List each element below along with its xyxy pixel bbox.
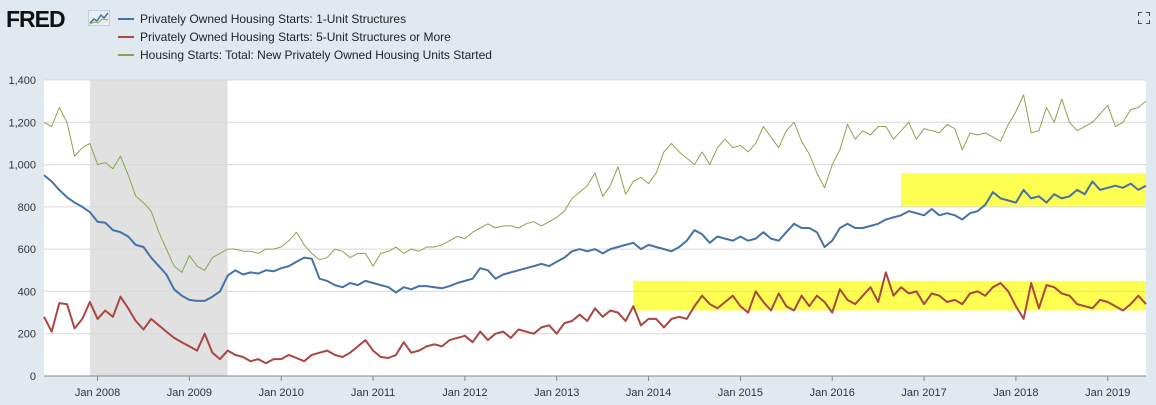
x-tick-label: Jan 2014 (626, 387, 671, 399)
x-tick-label: Jan 2018 (993, 387, 1038, 399)
line-graph-icon (88, 10, 110, 26)
x-tick-label: Jan 2013 (534, 387, 579, 399)
y-tick-label: 1,400 (8, 75, 36, 87)
legend-swatch-total (118, 54, 134, 56)
y-tick-label: 600 (18, 244, 36, 256)
recession-band (89, 80, 228, 376)
x-tick-label: Jan 2016 (810, 387, 855, 399)
x-tick-label: Jan 2009 (167, 387, 212, 399)
x-tick-label: Jan 2019 (1085, 387, 1130, 399)
y-tick-label: 0 (30, 371, 36, 383)
plot-area (44, 80, 1146, 376)
legend-item-5-unit: Privately Owned Housing Starts: 5-Unit S… (118, 28, 492, 46)
series-line-2 (43, 271, 1147, 365)
series-line-3 (43, 94, 1147, 273)
legend-item-1-unit: Privately Owned Housing Starts: 1-Unit S… (118, 10, 492, 28)
legend-label-5-unit: Privately Owned Housing Starts: 5-Unit S… (140, 30, 451, 44)
fred-logo[interactable]: FRED (6, 6, 66, 32)
x-tick-label: Jan 2008 (75, 387, 120, 399)
x-tick-label: Jan 2012 (442, 387, 487, 399)
legend-swatch-1-unit (118, 18, 134, 20)
y-tick-label: 200 (18, 329, 36, 341)
y-tick-label: 800 (18, 202, 36, 214)
y-tick-label: 1,000 (8, 160, 36, 172)
series-line-1 (43, 174, 1147, 302)
y-tick-label: 400 (18, 286, 36, 298)
x-tick-label: Jan 2017 (901, 387, 946, 399)
x-tick-label: Jan 2015 (718, 387, 763, 399)
chart-legend: Privately Owned Housing Starts: 1-Unit S… (118, 10, 492, 64)
legend-label-total: Housing Starts: Total: New Privately Own… (140, 48, 492, 62)
x-tick-label: Jan 2010 (259, 387, 304, 399)
y-tick-label: 1,200 (8, 117, 36, 129)
legend-swatch-5-unit (118, 36, 134, 38)
x-tick-label: Jan 2011 (351, 387, 395, 399)
legend-label-1-unit: Privately Owned Housing Starts: 1-Unit S… (140, 12, 407, 26)
legend-item-total: Housing Starts: Total: New Privately Own… (118, 46, 492, 64)
